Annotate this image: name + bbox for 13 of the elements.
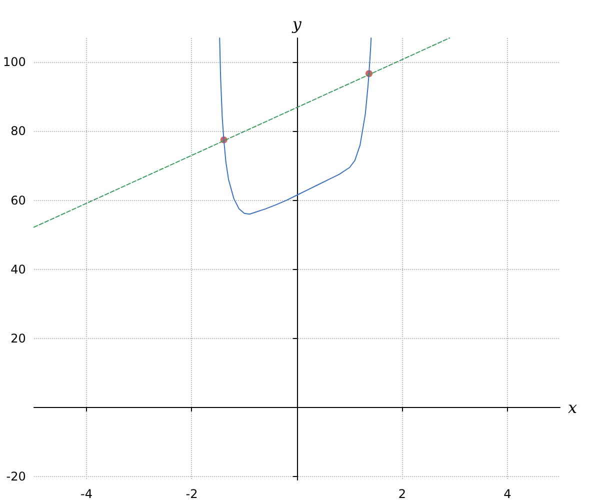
x-tick-label: 2 [398, 487, 406, 500]
y-tick-label: 100 [3, 55, 26, 70]
x-tick-label: -4 [80, 487, 92, 500]
x-axis-title: x [568, 398, 578, 417]
y-tick-label: -20 [6, 470, 26, 484]
y-tick-label: 20 [10, 331, 26, 346]
x-tick-label: 4 [504, 487, 512, 500]
y-tick-label: 40 [10, 262, 26, 276]
y-tick-label: 60 [10, 193, 26, 208]
y-axis-title: y [291, 14, 302, 34]
line-series [219, 38, 372, 215]
y-tick-label: 80 [10, 124, 26, 138]
x-tick-label: -2 [186, 487, 198, 500]
